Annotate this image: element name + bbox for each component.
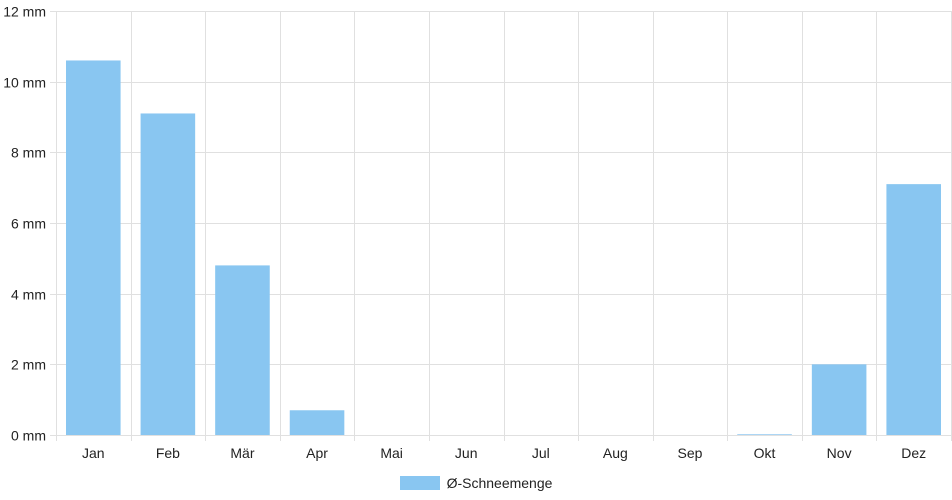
bar-Okt[interactable] <box>737 434 792 435</box>
x-tick-label: Jul <box>532 445 550 461</box>
y-tick-label: 8 mm <box>11 145 46 161</box>
y-tick-label: 2 mm <box>11 357 46 373</box>
y-tick-label: 0 mm <box>11 428 46 444</box>
x-tick-label: Okt <box>754 445 776 461</box>
bar-Jan[interactable] <box>66 60 121 435</box>
y-tick-label: 6 mm <box>11 216 46 232</box>
x-axis-ticks: Jan Feb Mär Apr Mai Jun Jul Aug Sep Okt Nov Dez <box>82 445 926 461</box>
x-tick-label: Apr <box>306 445 328 461</box>
x-tick-label: Aug <box>603 445 628 461</box>
y-axis-ticks: 0 mm 2 mm 4 mm 6 mm 8 mm 10 mm 12 mm <box>3 4 46 444</box>
x-tick-label: Feb <box>156 445 180 461</box>
x-tick-label: Nov <box>827 445 852 461</box>
y-tick-label: 10 mm <box>3 75 46 91</box>
bar-Mär[interactable] <box>215 265 270 435</box>
bar-Apr[interactable] <box>289 410 345 435</box>
x-tick-label: Jan <box>82 445 105 461</box>
x-tick-label: Dez <box>901 445 926 461</box>
x-tick-label: Mär <box>230 445 254 461</box>
legend[interactable]: Ø-Schneemenge <box>0 472 952 494</box>
y-tick-label: 4 mm <box>11 287 46 303</box>
x-tick-label: Sep <box>677 445 702 461</box>
legend-label: Ø-Schneemenge <box>446 475 553 491</box>
bar-Feb[interactable] <box>140 113 196 435</box>
snow-chart: 0 mm 2 mm 4 mm 6 mm 8 mm 10 mm 12 mm Jan Feb Mär… <box>3 4 952 461</box>
bar-Nov[interactable] <box>811 364 867 435</box>
legend-swatch <box>399 476 440 490</box>
x-tick-label: Mai <box>380 445 403 461</box>
bar-Dez[interactable] <box>886 184 941 435</box>
x-tick-label: Jun <box>455 445 478 461</box>
y-tick-label: 12 mm <box>3 4 46 20</box>
bars <box>66 60 941 435</box>
